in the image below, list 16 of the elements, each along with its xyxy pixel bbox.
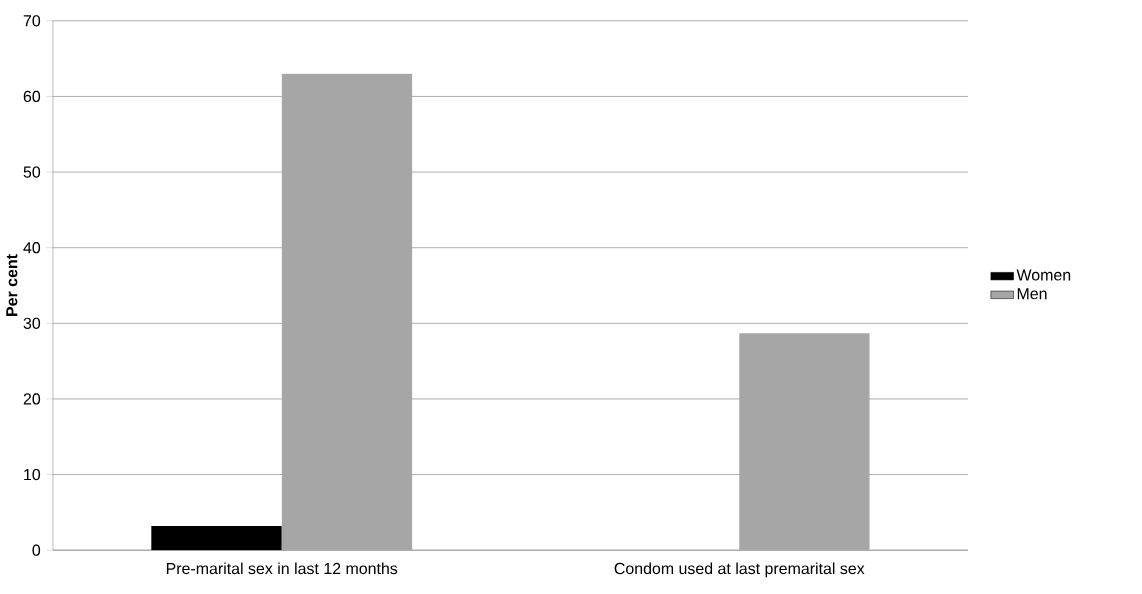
bar (739, 333, 870, 551)
y-tick-label: 60 (23, 90, 41, 103)
x-tick-label: Pre-marital sex in last 12 months (166, 562, 398, 575)
x-tick-label: Condom used at last premarital sex (614, 562, 865, 578)
bar (281, 73, 413, 551)
y-tick-label: 10 (24, 469, 41, 481)
y-tick-label: 70 (23, 15, 41, 27)
y-axis-title: Per cent (6, 254, 18, 317)
y-tick-label: 40 (23, 242, 41, 254)
legend-label: Women (1016, 269, 1071, 281)
y-tick-label: 30 (23, 317, 41, 330)
y-tick-label: 50 (23, 166, 41, 178)
bar (151, 526, 282, 551)
y-tick-label: 0 (32, 544, 41, 556)
legend-label: Men (1017, 288, 1047, 300)
y-tick-label: 20 (23, 393, 41, 405)
